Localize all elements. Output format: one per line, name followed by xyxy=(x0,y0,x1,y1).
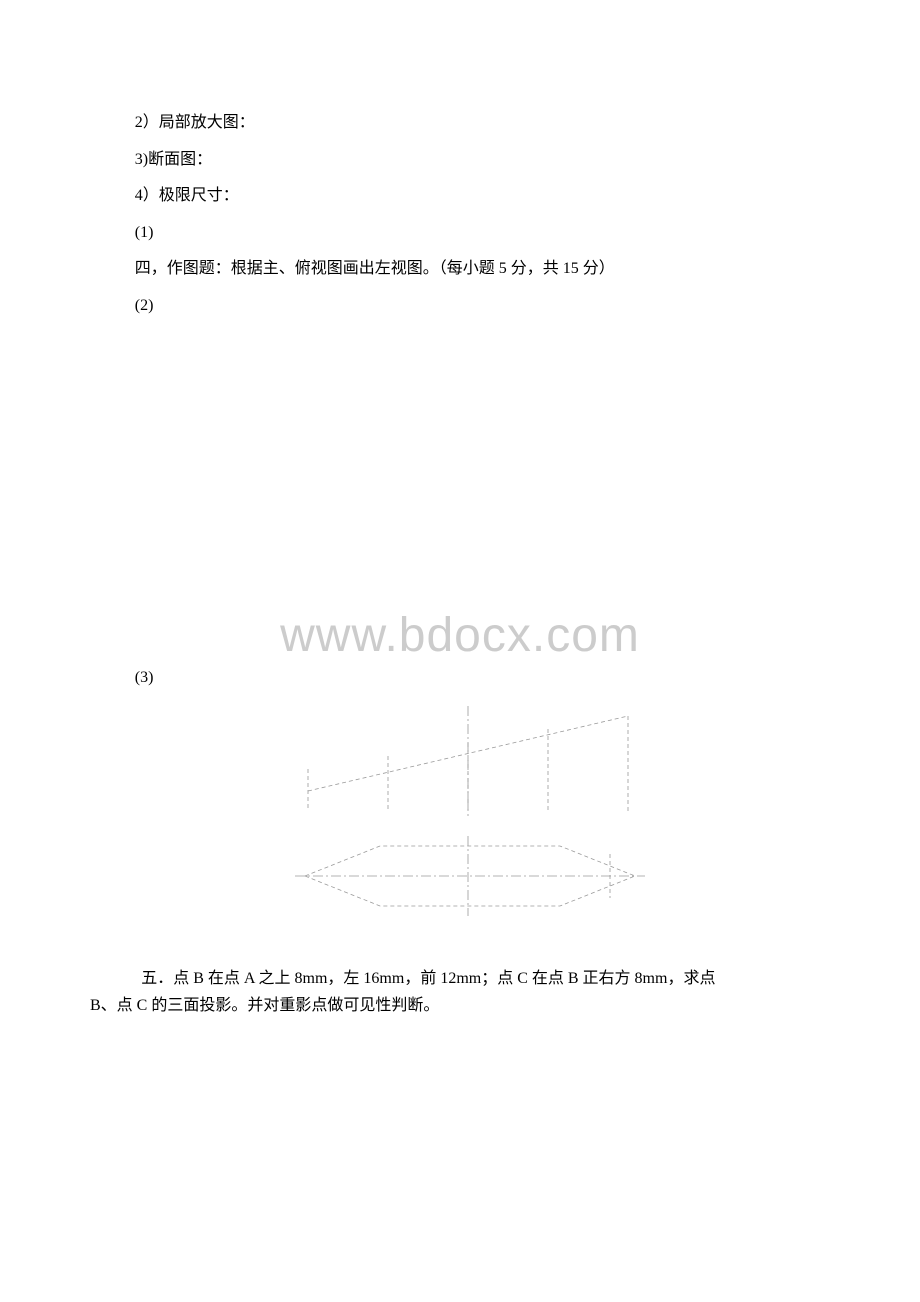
watermark-text: www.bdocx.com xyxy=(280,608,640,663)
number-marker-2: (2) xyxy=(90,293,830,319)
section-four-heading: 四，作图题：根据主、俯视图画出左视图。（每小题 5 分，共 15 分） xyxy=(90,256,830,282)
projection-diagram xyxy=(270,701,670,946)
number-marker-1: (1) xyxy=(90,220,830,246)
document-content: 2）局部放大图： 3)断面图： 4）极限尺寸： (1) 四，作图题：根据主、俯视… xyxy=(0,0,920,1019)
section-five-line1: 五．点 B 在点 A 之上 8mm，左 16mm，前 12mm；点 C 在点 B… xyxy=(90,966,830,992)
diagram-svg xyxy=(270,701,670,946)
list-item-2: 2）局部放大图： xyxy=(90,110,830,136)
list-item-3: 3)断面图： xyxy=(90,147,830,173)
section-five-paragraph: 五．点 B 在点 A 之上 8mm，左 16mm，前 12mm；点 C 在点 B… xyxy=(90,966,830,1019)
number-marker-3: (3) xyxy=(90,665,830,691)
section-five-line2: B、点 C 的三面投影。并对重影点做可见性判断。 xyxy=(90,993,830,1019)
list-item-4: 4）极限尺寸： xyxy=(90,183,830,209)
